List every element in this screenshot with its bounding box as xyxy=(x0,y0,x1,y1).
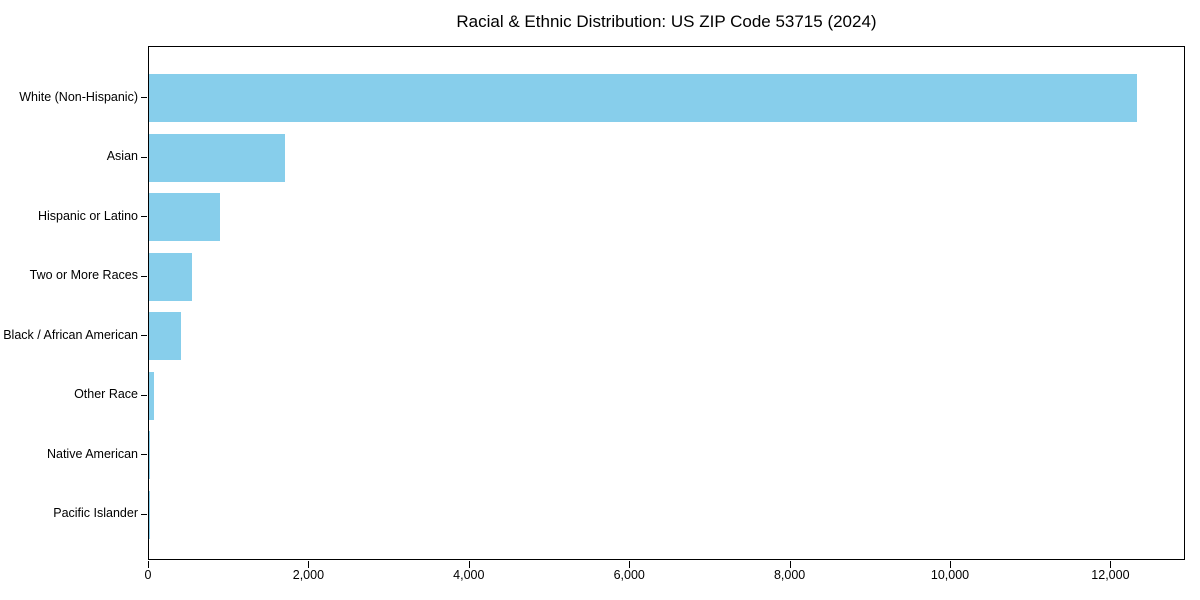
x-tick-label: 2,000 xyxy=(292,568,325,582)
x-tick-label: 12,000 xyxy=(1091,568,1130,582)
x-tick-mark xyxy=(468,561,470,568)
y-tick-mark xyxy=(141,156,147,158)
bar xyxy=(149,431,150,480)
bar xyxy=(149,252,192,301)
x-tick-label: 0 xyxy=(144,568,152,582)
y-tick-mark xyxy=(141,335,147,337)
y-tick-mark xyxy=(141,97,147,98)
x-tick-mark xyxy=(629,561,631,568)
plot-area xyxy=(148,46,1185,560)
chart-title: Racial & Ethnic Distribution: US ZIP Cod… xyxy=(456,12,877,31)
y-tick-label: Native American xyxy=(46,446,138,461)
bar xyxy=(149,193,221,242)
bar xyxy=(149,312,182,361)
y-tick-label: Other Race xyxy=(74,387,138,402)
x-tick-mark xyxy=(308,561,310,568)
y-tick-label: Two or More Races xyxy=(29,268,138,283)
x-tick-mark xyxy=(789,561,791,568)
y-tick-mark xyxy=(141,216,147,218)
y-tick-label: Asian xyxy=(106,149,138,164)
x-tick-label: 4,000 xyxy=(453,568,485,582)
bar xyxy=(149,74,1138,122)
y-tick-mark xyxy=(141,454,147,456)
x-tick-label: 10,000 xyxy=(930,568,970,582)
y-tick-label: Black / African American xyxy=(3,327,138,342)
y-tick-mark xyxy=(141,275,147,277)
x-tick-mark xyxy=(950,561,951,568)
bar xyxy=(149,371,154,420)
x-tick-label: 6,000 xyxy=(613,568,645,582)
y-tick-label: Pacific Islander xyxy=(53,506,138,521)
x-tick-mark xyxy=(148,561,149,568)
y-tick-label: Hispanic or Latino xyxy=(37,208,138,223)
x-tick-label: 8,000 xyxy=(773,568,806,582)
y-tick-label: White (Non-Hispanic) xyxy=(19,89,138,104)
x-tick-mark xyxy=(1110,561,1112,568)
y-tick-mark xyxy=(141,513,147,515)
y-tick-mark xyxy=(141,394,147,396)
bar xyxy=(149,133,286,182)
